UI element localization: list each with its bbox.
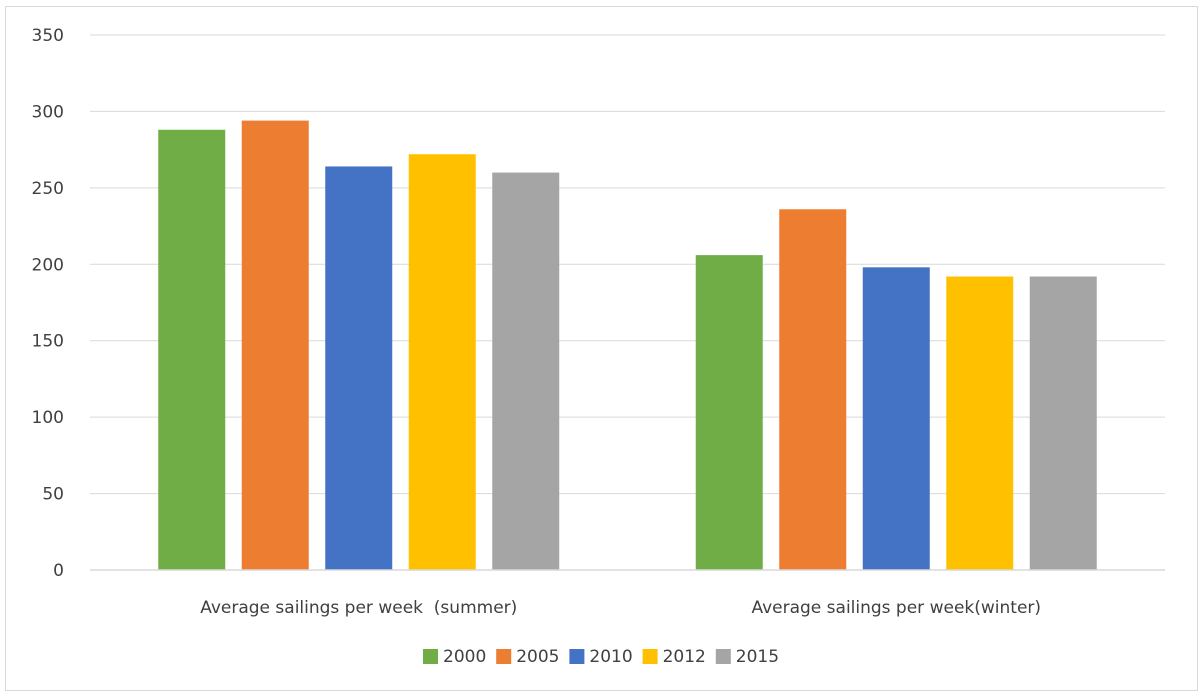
legend-swatch-2005 — [496, 649, 512, 664]
legend-label-2015: 2015 — [736, 647, 779, 667]
y-tick-label: 50 — [42, 485, 64, 505]
y-tick-label: 150 — [32, 332, 64, 352]
bars — [158, 120, 1097, 571]
legend-swatch-2000 — [423, 649, 438, 664]
category-label: Average sailings per week(winter) — [751, 598, 1041, 618]
y-axis-tick-labels: 0 50 100 150 200 250 300 350 — [32, 26, 64, 581]
bar-2015-summer — [492, 172, 560, 571]
y-tick-label: 250 — [32, 179, 64, 199]
bar-2010-winter — [862, 267, 930, 570]
legend-label-2012: 2012 — [663, 647, 706, 667]
bar-2012-summer — [408, 154, 476, 570]
legend: 2000 2005 2010 2012 2015 — [423, 647, 779, 667]
bar-2015-winter — [1029, 276, 1097, 570]
legend-swatch-2010 — [569, 649, 585, 664]
y-tick-label: 200 — [32, 255, 64, 275]
bar-2012-winter — [946, 276, 1014, 570]
y-tick-label: 350 — [32, 26, 64, 46]
category-labels: Average sailings per week (summer) Averag… — [200, 598, 1041, 618]
legend-swatch-2015 — [715, 649, 731, 664]
category-label: Average sailings per week (summer) — [200, 598, 517, 618]
bar-2005-winter — [779, 209, 847, 570]
y-tick-label: 0 — [53, 561, 64, 581]
bar-2010-summer — [325, 166, 393, 570]
legend-label-2000: 2000 — [443, 647, 486, 667]
bar-2005-summer — [241, 120, 309, 570]
y-tick-label: 100 — [32, 408, 64, 428]
bar-2000-summer — [158, 129, 226, 570]
legend-label-2010: 2010 — [589, 647, 632, 667]
legend-label-2005: 2005 — [516, 647, 559, 667]
y-tick-label: 300 — [32, 102, 64, 122]
bar-2000-winter — [695, 255, 763, 570]
legend-swatch-2012 — [642, 649, 658, 664]
